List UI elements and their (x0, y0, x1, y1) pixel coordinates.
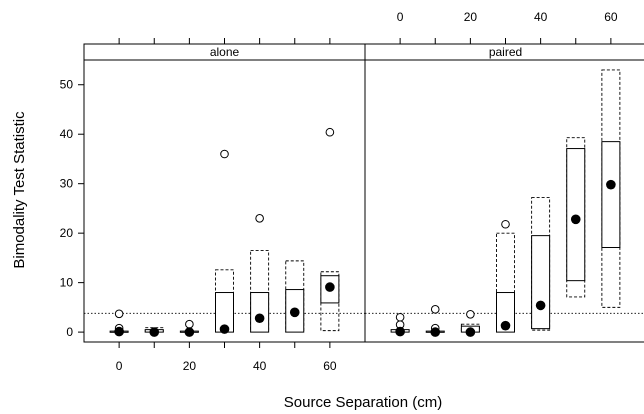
iqr-box (496, 292, 515, 333)
median-point (500, 320, 511, 331)
x-tick-label-top: 20 (464, 10, 478, 24)
median-point (430, 327, 441, 337)
panel-alone: alone (83, 38, 366, 343)
outlier-point (501, 219, 510, 229)
iqr-box (601, 141, 621, 249)
median-point (149, 327, 160, 337)
median-point (465, 327, 476, 337)
median-point (254, 313, 265, 324)
y-tick-label: 20 (60, 226, 74, 240)
x-tick-label-top: 60 (604, 10, 618, 24)
y-tick-label: 0 (66, 325, 73, 339)
outlier-point (255, 214, 264, 223)
x-tick-label-top: 40 (534, 10, 548, 24)
x-tick-label-bottom: 60 (323, 359, 337, 373)
y-tick-label: 30 (60, 177, 74, 191)
outlier-point (325, 127, 335, 137)
outlier-point (466, 309, 475, 319)
iqr-box (531, 235, 551, 330)
median-point (606, 179, 616, 190)
outlier-point (114, 309, 124, 319)
y-axis-title: Bimodality Test Statistic (11, 111, 28, 269)
median-point (114, 326, 124, 337)
x-tick-label-bottom: 40 (253, 359, 267, 373)
y-tick-label: 40 (60, 127, 74, 141)
outlier-point (220, 149, 229, 159)
x-axis-title: Source Separation (cm) (284, 394, 442, 411)
median-point (535, 300, 546, 311)
panel-frame-paired (364, 59, 644, 343)
y-tick-label: 10 (60, 276, 74, 290)
y-tick-label: 50 (60, 78, 74, 92)
panel-paired: paired (364, 38, 644, 343)
outlier-point (185, 319, 194, 329)
outlier-point (395, 312, 405, 322)
x-tick-label-top: 0 (397, 10, 404, 24)
strip-label-paired: paired (489, 45, 522, 59)
median-point (184, 327, 195, 337)
x-tick-label-bottom: 20 (183, 359, 197, 373)
plot-area: alone paired 0 10 20 30 40 50 0 20 40 60 0 20 40 60 (60, 10, 644, 373)
median-point (289, 307, 300, 318)
outlier-point (430, 305, 440, 314)
median-point (219, 324, 230, 334)
iqr-box (250, 292, 270, 333)
x-tick-label-bottom: 0 (116, 359, 123, 373)
median-point (395, 326, 405, 337)
strip-label-alone: alone (210, 45, 240, 59)
median-point (570, 214, 581, 225)
median-point (325, 282, 335, 292)
